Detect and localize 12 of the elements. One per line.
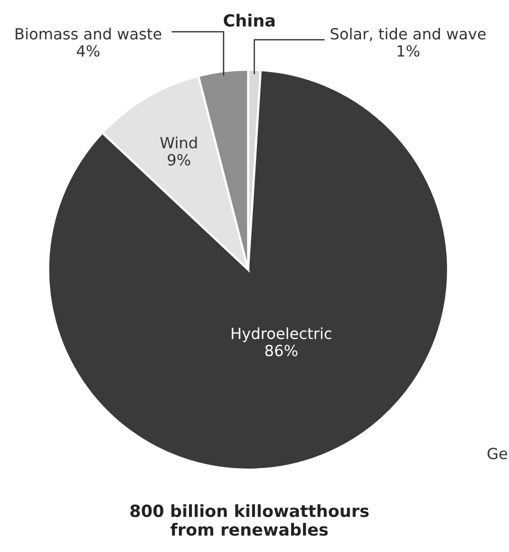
slice-label: Solar, tide and wave	[330, 28, 486, 42]
data-label: 86%	[265, 344, 298, 356]
text: 800 billion killowatthours from renewables	[130, 504, 369, 536]
data-label: 1%	[398, 45, 420, 57]
slice-label: Hydroelectric	[232, 327, 332, 342]
slice-label: Biomass and waste	[16, 28, 162, 40]
data-label: 9%	[168, 154, 190, 166]
text: Ge	[488, 448, 508, 460]
data-label: 4%	[76, 45, 100, 57]
slice-label: Wind	[160, 136, 197, 148]
chart-title: China	[224, 14, 275, 27]
pie-slice	[47, 69, 450, 471]
